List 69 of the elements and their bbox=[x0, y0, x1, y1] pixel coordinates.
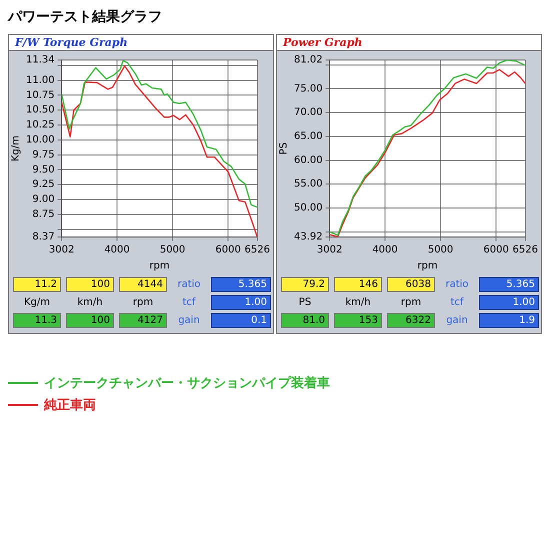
text: 11.2 bbox=[13, 277, 61, 292]
text: tcf bbox=[450, 296, 465, 310]
text: 146 bbox=[334, 277, 382, 292]
text: gain bbox=[177, 314, 201, 328]
x-tick-label: 3002 bbox=[316, 244, 342, 256]
x-tick-label: 3002 bbox=[48, 244, 74, 256]
text: 1.00 bbox=[479, 295, 539, 310]
x-tick-label: 6000 bbox=[215, 244, 241, 256]
y-tick-label: 9.25 bbox=[32, 179, 55, 190]
text: 11.3 bbox=[13, 313, 61, 328]
text: rpm bbox=[400, 296, 422, 310]
text: 0.1 bbox=[211, 313, 271, 328]
x-tick-label: 4000 bbox=[372, 244, 398, 256]
x-tick-label: 4000 bbox=[104, 244, 130, 256]
text: 100 bbox=[66, 277, 114, 292]
y-tick-label: 10.25 bbox=[26, 120, 55, 131]
text: 153 bbox=[334, 313, 382, 328]
y-tick-label: 10.75 bbox=[26, 90, 55, 101]
text: 5.365 bbox=[211, 277, 271, 292]
y-tick-label: 50.00 bbox=[294, 202, 323, 214]
y-axis-title: Kg/m bbox=[10, 135, 22, 162]
y-tick-label: 10.50 bbox=[26, 104, 55, 116]
y-tick-label: 9.50 bbox=[32, 164, 55, 176]
y-tick-label: 10.00 bbox=[26, 134, 55, 146]
x-axis-title: rpm bbox=[149, 260, 170, 272]
text: 81.0 bbox=[281, 313, 329, 328]
y-tick-label: 8.37 bbox=[32, 232, 55, 243]
y-tick-label: 9.00 bbox=[32, 194, 55, 206]
x-tick-label: 6000 bbox=[483, 244, 509, 256]
text: tcf bbox=[182, 296, 197, 310]
text: 4127 bbox=[119, 313, 167, 328]
text: 6038 bbox=[387, 277, 435, 292]
y-tick-label: 55.00 bbox=[294, 178, 323, 190]
text: ratio bbox=[444, 278, 470, 292]
text: 100 bbox=[66, 313, 114, 328]
legend-label: 純正車両 bbox=[44, 397, 96, 414]
y-tick-label: 11.34 bbox=[26, 54, 55, 66]
x-axis-title: rpm bbox=[417, 260, 438, 272]
chart-title: パワーテスト結果グラフ bbox=[8, 8, 163, 26]
y-tick-label: 60.00 bbox=[294, 154, 323, 166]
y-tick-label: 75.00 bbox=[294, 83, 323, 94]
text: km/h bbox=[76, 296, 104, 310]
text: gain bbox=[445, 314, 469, 328]
x-tick-label: 5000 bbox=[428, 244, 454, 256]
y-tick-label: 43.92 bbox=[294, 232, 323, 243]
text: ratio bbox=[176, 278, 202, 292]
x-tick-label: 6526 bbox=[244, 244, 270, 256]
text: 5.365 bbox=[479, 277, 539, 292]
text: 79.2 bbox=[281, 277, 329, 292]
y-tick-label: 70.00 bbox=[294, 107, 323, 118]
legend-label: インテークチャンバー・サクションパイプ装着車 bbox=[44, 374, 330, 392]
x-tick-label: 6526 bbox=[512, 244, 538, 256]
text: 1.00 bbox=[211, 295, 271, 310]
y-tick-label: 81.02 bbox=[294, 54, 323, 66]
y-tick-label: 11.00 bbox=[26, 74, 55, 86]
chart-subtitle: F/W Torque Graph bbox=[9, 35, 273, 51]
text: 4144 bbox=[119, 277, 167, 292]
x-tick-label: 5000 bbox=[160, 244, 186, 256]
y-tick-label: 9.75 bbox=[32, 149, 55, 160]
text: rpm bbox=[132, 296, 154, 310]
chart-subtitle: Power Graph bbox=[277, 35, 541, 51]
text: PS bbox=[298, 296, 312, 310]
text: Kg/m bbox=[22, 296, 51, 310]
y-tick-label: 8.75 bbox=[32, 208, 55, 220]
text: km/h bbox=[344, 296, 372, 310]
y-axis-title: PS bbox=[278, 142, 290, 155]
y-tick-label: 65.00 bbox=[294, 131, 323, 142]
text: 6322 bbox=[387, 313, 435, 328]
text: 1.9 bbox=[479, 313, 539, 328]
